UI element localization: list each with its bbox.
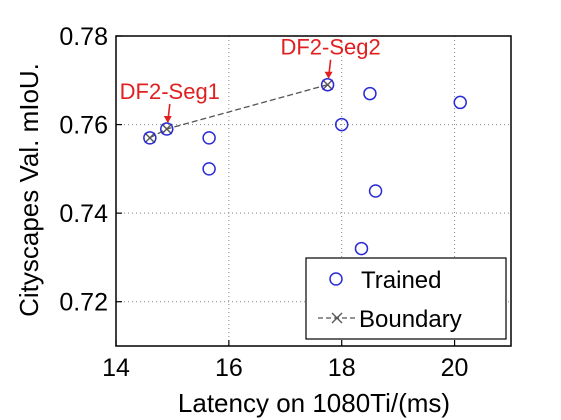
legend-boundary-marker bbox=[331, 312, 343, 324]
trained-point bbox=[354, 241, 369, 256]
trained-point bbox=[453, 95, 467, 110]
y-tick-label: 0.76 bbox=[59, 112, 108, 140]
annotation: DF2-Seg1 bbox=[120, 79, 220, 123]
trained-point bbox=[202, 131, 216, 145]
trained-point bbox=[334, 117, 349, 132]
annotation-label: DF2-Seg2 bbox=[280, 35, 380, 60]
data-marks bbox=[143, 77, 467, 256]
x-tick-label: 14 bbox=[102, 354, 130, 382]
trained-point bbox=[368, 184, 383, 198]
y-tick-label: 0.74 bbox=[59, 200, 108, 228]
x-tick-label: 18 bbox=[328, 354, 356, 382]
legend-box bbox=[305, 257, 507, 340]
legend-boundary-label: Boundary bbox=[359, 306, 462, 333]
trained-point bbox=[320, 77, 335, 92]
annotation-arrowhead bbox=[163, 116, 172, 123]
trained-point bbox=[143, 131, 157, 145]
legend-trained-label: Trained bbox=[361, 267, 441, 294]
annotation-arrowhead bbox=[324, 71, 333, 79]
x-tick-label: 16 bbox=[215, 354, 243, 382]
trained-point bbox=[202, 162, 216, 176]
axis-ticks: 14 16 18 20 0.72 0.74 0.76 0.78 bbox=[59, 23, 468, 382]
y-axis-label: Cityscapes Val. mIoU. bbox=[14, 63, 44, 317]
boundary-point bbox=[161, 123, 173, 135]
annotation-label: DF2-Seg1 bbox=[120, 79, 220, 104]
annotations: DF2-Seg1 DF2-Seg2 bbox=[120, 35, 381, 123]
trained-point bbox=[160, 122, 174, 136]
x-axis-label: Latency on 1080Ti/(ms) bbox=[178, 388, 450, 418]
legend-trained-marker bbox=[329, 272, 343, 286]
annotation: DF2-Seg2 bbox=[280, 35, 381, 79]
legend: Trained Boundary bbox=[305, 257, 507, 340]
boundary-point bbox=[144, 132, 156, 144]
y-tick-label: 0.72 bbox=[59, 289, 108, 317]
boundary-point bbox=[322, 79, 334, 91]
x-tick-label: 20 bbox=[441, 354, 469, 382]
y-tick-label: 0.78 bbox=[59, 23, 108, 51]
plot-frame bbox=[115, 35, 512, 347]
trained-point bbox=[363, 86, 377, 101]
